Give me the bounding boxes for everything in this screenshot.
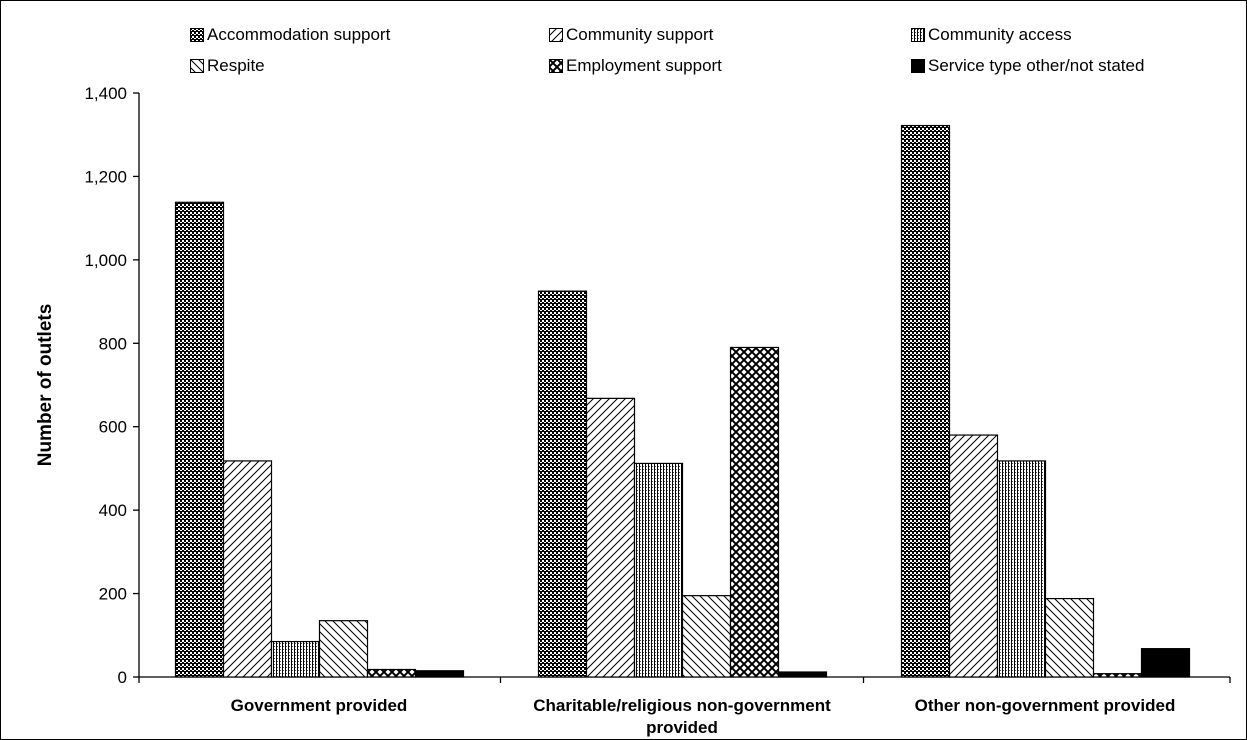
legend-item-community-access: Community access	[911, 25, 1072, 45]
y-tick-label: 1,400	[84, 84, 127, 103]
bar-community-support-3	[948, 434, 999, 678]
legend-item-employment-support: Employment support	[549, 56, 722, 76]
y-tick-label: 600	[99, 418, 127, 437]
legend-item-accommodation-support: Accommodation support	[190, 25, 390, 45]
bar-community-access-1	[270, 640, 321, 678]
legend-swatch-community-support	[549, 28, 563, 42]
legend-label: Community access	[928, 25, 1072, 44]
x-category-label: Charitable/religious non-government	[533, 696, 831, 715]
bar-service-type-other-not-stated-2	[777, 671, 828, 678]
legend-swatch-employment-support	[549, 59, 563, 73]
y-tick-label: 1,200	[84, 167, 127, 186]
bar-respite-2	[681, 595, 732, 678]
legend-item-service-type-other: Service type other/not stated	[911, 56, 1144, 76]
y-tick-label: 400	[99, 501, 127, 520]
y-tick-label: 1,000	[84, 251, 127, 270]
y-tick-label: 200	[99, 585, 127, 604]
bar-accommodation-support-3	[900, 124, 951, 678]
legend-label: Community support	[566, 25, 714, 44]
bar-community-support-1	[222, 460, 273, 678]
bar-accommodation-support-1	[174, 201, 225, 678]
y-tick-label: 800	[99, 334, 127, 353]
x-category-label: Government provided	[231, 696, 408, 715]
legend-item-community-support: Community support	[549, 25, 713, 45]
bar-employment-support-1	[366, 668, 417, 678]
bar-community-access-3	[996, 460, 1047, 678]
legend-label: Employment support	[566, 56, 722, 75]
legend-item-respite: Respite	[190, 56, 265, 76]
bars	[174, 124, 1191, 678]
legend-label: Respite	[207, 56, 265, 75]
legend-label: Accommodation support	[207, 25, 391, 44]
bar-respite-3	[1044, 597, 1095, 678]
y-axis-title: Number of outlets	[35, 304, 56, 467]
bar-service-type-other-not-stated-1	[414, 670, 465, 678]
bar-employment-support-3	[1092, 673, 1143, 678]
bar-employment-support-2	[729, 346, 780, 678]
bar-service-type-other-not-stated-3	[1140, 648, 1191, 678]
bar-community-access-2	[633, 462, 684, 678]
bar-community-support-2	[585, 397, 636, 678]
legend-swatch-community-access	[911, 28, 925, 42]
bar-accommodation-support-2	[537, 290, 588, 678]
legend-swatch-accommodation-support	[190, 28, 204, 42]
y-tick-label: 0	[118, 668, 127, 687]
axis-labels: 0 200 400 600 800 1,000 1,200 1,400 Government p…	[35, 84, 1175, 737]
legend-swatch-service-type-other	[911, 59, 925, 73]
legend-label: Service type other/not stated	[928, 56, 1145, 75]
bar-respite-1	[318, 620, 369, 678]
x-category-label: Other non-government provided	[915, 696, 1176, 715]
x-category-label: provided	[646, 718, 718, 737]
legend-swatch-respite	[190, 59, 204, 73]
